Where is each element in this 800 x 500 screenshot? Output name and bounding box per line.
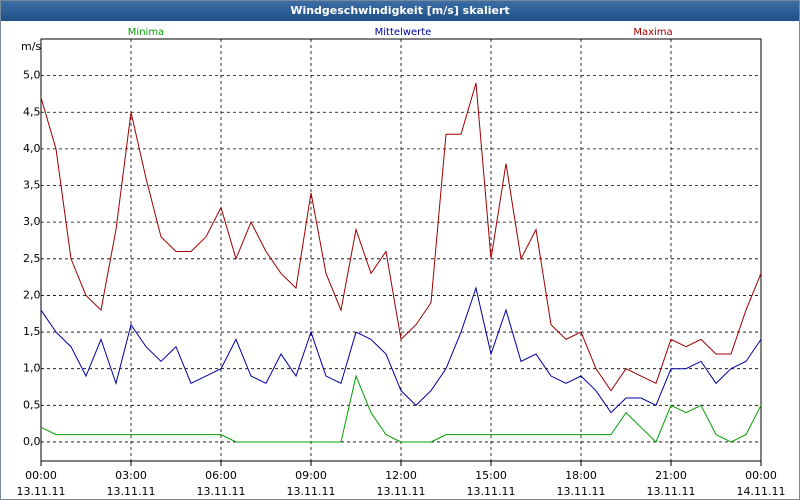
legend-entry: Minima — [128, 27, 164, 38]
chart: m/s 0,0 0,5 1,0 1,5 2,0 2,5 3,0 3,5 4,0 4,5 5,0 00:… — [17, 27, 786, 498]
y-tick-label: 4,0 — [23, 142, 41, 155]
x-tick-date: 13.11.11 — [557, 485, 606, 498]
legend-entry: Mittelwerte — [375, 27, 432, 38]
y-axis-label: m/s — [21, 40, 41, 53]
x-tick-label: 00:00 — [25, 469, 57, 482]
y-tick-label: 2,0 — [23, 288, 41, 301]
data-line — [40, 82, 762, 392]
x-tick-label: 15:00 — [475, 469, 507, 482]
y-tick-label: 2,5 — [23, 252, 41, 265]
title-bar: Windgeschwindigkeit [m/s] skaliert — [1, 1, 799, 21]
y-tick-label: 1,5 — [23, 325, 41, 338]
x-tick-date: 13.11.11 — [647, 485, 696, 498]
y-tick-label: 1,0 — [23, 362, 41, 375]
x-tick-label: 03:00 — [115, 469, 147, 482]
y-tick-label: 3,5 — [23, 179, 41, 192]
x-tick-label: 21:00 — [655, 469, 687, 482]
y-tick-label: 4,5 — [23, 105, 41, 118]
x-tick-label: 00:00 — [745, 469, 777, 482]
y-tick-label: 0,0 — [23, 435, 41, 448]
x-tick-label: 18:00 — [565, 469, 597, 482]
x-tick-date: 13.11.11 — [467, 485, 516, 498]
x-tick-date: 14.11.11 — [737, 485, 786, 498]
y-tick-label: 5,0 — [23, 69, 41, 82]
x-tick-date: 13.11.11 — [287, 485, 336, 498]
data-line — [40, 374, 762, 443]
x-tick-date: 13.11.11 — [107, 485, 156, 498]
x-tick-label: 09:00 — [295, 469, 327, 482]
x-tick-date: 13.11.11 — [377, 485, 426, 498]
y-tick-label: 0,5 — [23, 398, 41, 411]
data-line — [40, 286, 762, 414]
x-tick-date: 13.11.11 — [197, 485, 246, 498]
x-tick-label: 06:00 — [205, 469, 237, 482]
x-tick-label: 12:00 — [385, 469, 417, 482]
x-tick-date: 13.11.11 — [17, 485, 66, 498]
legend-entry: Maxima — [633, 27, 672, 38]
y-tick-label: 3,0 — [23, 215, 41, 228]
